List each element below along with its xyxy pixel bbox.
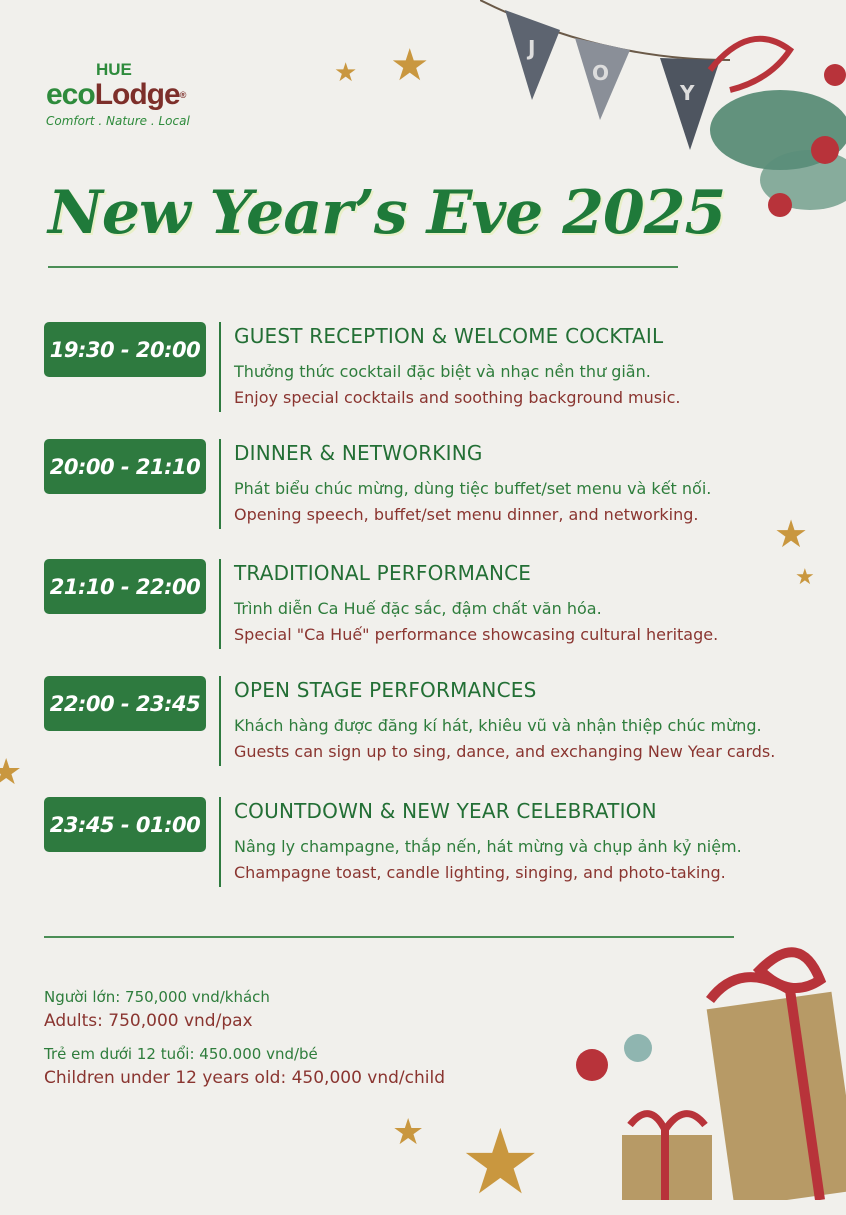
schedule-item: 22:00 - 23:45 OPEN STAGE PERFORMANCES Kh… — [44, 676, 824, 772]
price-adult-vi: Người lớn: 750,000 vnd/khách — [44, 988, 270, 1006]
item-title: OPEN STAGE PERFORMANCES — [234, 678, 537, 702]
item-desc-vi: Trình diễn Ca Huế đặc sắc, đậm chất văn … — [234, 599, 602, 618]
hue-ecolodge-logo: HUE ecoLodge® Comfort . Nature . Local — [46, 60, 206, 128]
item-desc-en: Enjoy special cocktails and soothing bac… — [234, 388, 681, 407]
item-desc-en: Guests can sign up to sing, dance, and e… — [234, 742, 776, 761]
pricing-divider — [44, 936, 734, 938]
schedule-item: 20:00 - 21:10 DINNER & NETWORKING Phát b… — [44, 439, 824, 535]
logo-tagline: Comfort . Nature . Local — [46, 114, 190, 128]
item-title: COUNTDOWN & NEW YEAR CELEBRATION — [234, 799, 657, 823]
logo-eco: eco — [46, 78, 96, 111]
item-desc-en: Special "Ca Huế" performance showcasing … — [234, 625, 719, 644]
divider-line — [219, 439, 221, 529]
item-desc-vi: Thưởng thức cocktail đặc biệt và nhạc nề… — [234, 362, 651, 381]
bunting-decoration: J O Y — [480, 0, 846, 217]
time-badge: 21:10 - 22:00 — [44, 559, 206, 614]
item-desc-vi: Khách hàng được đăng kí hát, khiêu vũ và… — [234, 716, 762, 735]
item-desc-vi: Phát biểu chúc mừng, dùng tiệc buffet/se… — [234, 479, 712, 498]
logo-hue: HUE — [96, 60, 132, 79]
price-adult-en: Adults: 750,000 vnd/pax — [44, 1011, 253, 1031]
title-divider — [48, 266, 678, 268]
schedule-item: 19:30 - 20:00 GUEST RECEPTION & WELCOME … — [44, 322, 824, 418]
star-icon: ★ — [774, 512, 809, 556]
schedule-item: 21:10 - 22:00 TRADITIONAL PERFORMANCE Tr… — [44, 559, 824, 655]
logo-name: ecoLodge® — [46, 80, 206, 110]
bunting-letter-y: Y — [679, 81, 695, 105]
item-desc-en: Opening speech, buffet/set menu dinner, … — [234, 505, 699, 524]
star-icon: ★ — [460, 1110, 541, 1215]
divider-line — [219, 559, 221, 649]
bunting-letter-j: J — [526, 36, 535, 60]
time-badge: 23:45 - 01:00 — [44, 797, 206, 852]
price-child-en: Children under 12 years old: 450,000 vnd… — [44, 1068, 446, 1088]
divider-line — [219, 797, 221, 887]
time-badge: 19:30 - 20:00 — [44, 322, 206, 377]
schedule-item: 23:45 - 01:00 COUNTDOWN & NEW YEAR CELEB… — [44, 797, 824, 893]
item-title: DINNER & NETWORKING — [234, 441, 483, 465]
price-child-vi: Trẻ em dưới 12 tuổi: 450.000 vnd/bé — [44, 1045, 318, 1063]
item-title: TRADITIONAL PERFORMANCE — [234, 561, 532, 585]
divider-line — [219, 676, 221, 766]
item-desc-en: Champagne toast, candle lighting, singin… — [234, 863, 726, 882]
item-title: GUEST RECEPTION & WELCOME COCKTAIL — [234, 324, 664, 348]
item-desc-vi: Nâng ly champagne, thắp nến, hát mừng và… — [234, 837, 742, 856]
star-icon: ★ — [390, 40, 430, 91]
logo-registered: ® — [179, 90, 187, 100]
divider-line — [219, 322, 221, 412]
star-icon: ★ — [392, 1112, 425, 1153]
star-icon: ★ — [334, 58, 358, 88]
logo-lodge: Lodge — [94, 78, 181, 111]
star-icon: ★ — [0, 752, 23, 793]
star-icon: ★ — [795, 565, 815, 590]
page-title: New Year’s Eve 2025 — [48, 178, 726, 248]
time-badge: 22:00 - 23:45 — [44, 676, 206, 731]
time-badge: 20:00 - 21:10 — [44, 439, 206, 494]
bunting-letter-o: O — [592, 61, 609, 85]
gift-boxes-decoration — [576, 947, 846, 1200]
